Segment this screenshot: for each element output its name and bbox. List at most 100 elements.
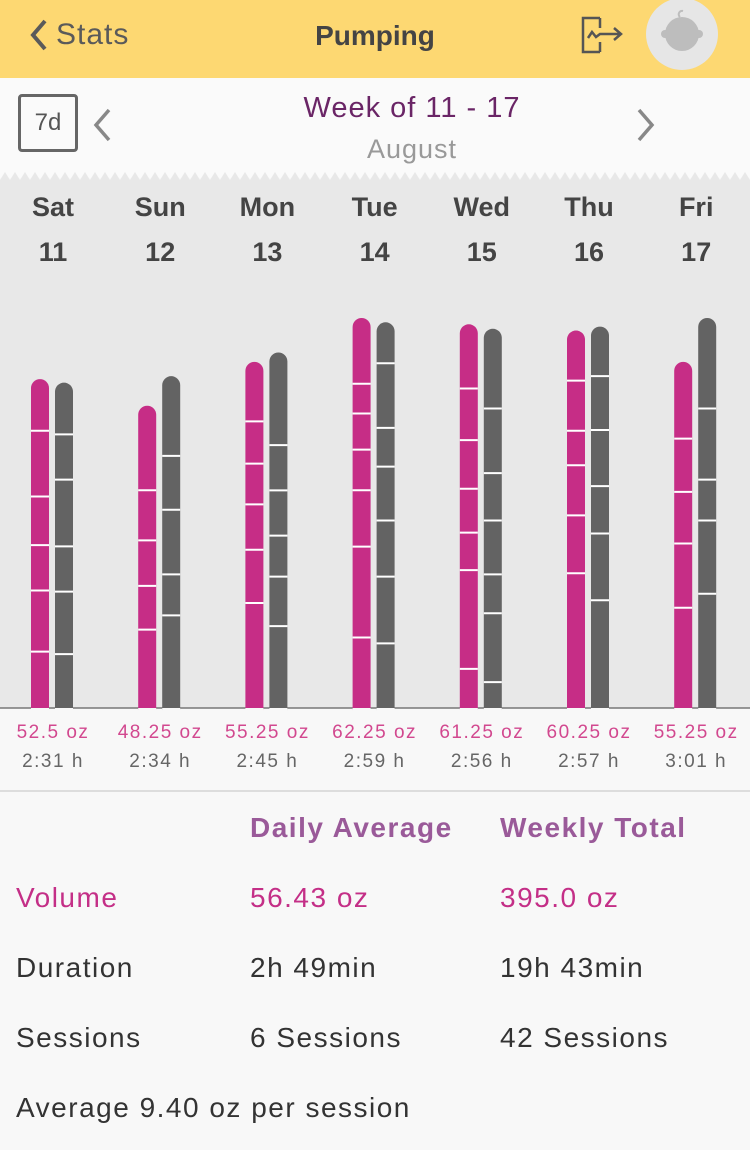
duration-weekly: 19h 43min (500, 952, 645, 983)
sessions-label: Sessions (16, 1022, 142, 1053)
volume-bar-fill (31, 379, 49, 717)
volume-value-label: 61.25 oz (439, 722, 524, 743)
volume-weekly: 395.0 oz (500, 882, 620, 913)
day-column-thu[interactable]: Thu 16 60.25 oz 2:57 h (547, 192, 632, 772)
summary-panel: Daily Average Weekly Total Volume 56.43 … (0, 790, 750, 1150)
mask (138, 708, 157, 720)
header-bar: Stats Pumping (0, 0, 750, 78)
day-name: Tue (352, 192, 398, 222)
month-label: August (366, 134, 458, 164)
volume-bar-fill (245, 361, 264, 717)
pumping-chart: Sat 11 52.5 oz 2:31 h Sun 12 48.25 oz 2:34 h Mon… (0, 172, 750, 790)
day-name: Wed (454, 192, 511, 222)
week-navigator: 7d Week of 11 - 17 August (0, 78, 750, 178)
volume-bar (352, 318, 371, 720)
duration-label: Duration (16, 952, 134, 983)
mask (459, 708, 478, 720)
back-label: Stats (56, 18, 130, 51)
mask (591, 708, 609, 720)
duration-bar (162, 376, 181, 720)
range-toggle-button[interactable]: 7d (18, 94, 78, 152)
mask (269, 708, 288, 720)
duration-bar-fill (591, 326, 609, 717)
duration-bar (591, 326, 609, 720)
duration-value-label: 2:56 h (451, 751, 513, 772)
volume-bar (138, 405, 157, 720)
chart-background (0, 172, 750, 708)
sessions-daily: 6 Sessions (250, 1022, 402, 1053)
average-per-session: Average 9.40 oz per session (16, 1092, 411, 1123)
day-date: 11 (39, 237, 68, 267)
day-name: Thu (564, 192, 613, 222)
mask (376, 708, 395, 720)
mask (674, 708, 693, 720)
duration-bar-fill (483, 328, 502, 717)
sessions-weekly: 42 Sessions (500, 1022, 670, 1053)
day-column-sat[interactable]: Sat 11 52.5 oz 2:31 h (17, 192, 90, 772)
mask (31, 708, 49, 720)
weekly-total-header: Weekly Total (500, 812, 687, 843)
volume-value-label: 55.25 oz (654, 722, 739, 743)
volume-bar-fill (674, 361, 693, 717)
week-title: Week of 11 - 17 (303, 92, 521, 124)
duration-value-label: 2:45 h (236, 751, 298, 772)
duration-value-label: 2:59 h (344, 751, 406, 772)
chevron-right-icon[interactable] (636, 108, 656, 142)
export-chart-icon[interactable] (580, 16, 626, 56)
daily-average-header: Daily Average (250, 812, 453, 843)
mask (55, 708, 73, 720)
volume-bar (31, 379, 49, 720)
volume-value-label: 52.5 oz (17, 722, 90, 743)
duration-value-label: 2:31 h (22, 751, 84, 772)
volume-value-label: 60.25 oz (547, 722, 632, 743)
duration-bar (269, 352, 288, 720)
chevron-left-icon (30, 19, 47, 51)
duration-bar-fill (162, 376, 181, 717)
day-date: 14 (360, 237, 390, 267)
chevron-left-icon[interactable] (92, 108, 112, 142)
volume-bar-fill (567, 330, 585, 717)
day-name: Sun (135, 192, 186, 222)
mask (245, 708, 264, 720)
duration-bar (698, 318, 717, 720)
duration-bar-fill (698, 318, 717, 717)
volume-bar-fill (352, 318, 371, 717)
volume-bar (567, 330, 585, 720)
duration-bar (376, 322, 395, 720)
day-date: 17 (681, 237, 711, 267)
duration-bar (483, 328, 502, 720)
day-date: 12 (145, 237, 175, 267)
baby-avatar-icon (661, 9, 703, 51)
mask (162, 708, 181, 720)
day-column-mon[interactable]: Mon 13 55.25 oz 2:45 h (225, 192, 310, 772)
day-column-wed[interactable]: Wed 15 61.25 oz 2:56 h (439, 192, 524, 772)
volume-bar (245, 361, 264, 720)
volume-value-label: 48.25 oz (118, 722, 203, 743)
duration-bar-fill (55, 382, 73, 717)
volume-bar (674, 361, 693, 720)
mask (567, 708, 585, 720)
day-date: 16 (574, 237, 604, 267)
duration-daily: 2h 49min (250, 952, 378, 983)
volume-value-label: 55.25 oz (225, 722, 310, 743)
volume-value-label: 62.25 oz (332, 722, 417, 743)
page-title: Pumping (315, 20, 435, 51)
day-name: Mon (240, 192, 295, 222)
day-column-sun[interactable]: Sun 12 48.25 oz 2:34 h (118, 192, 203, 772)
volume-bar-fill (459, 324, 478, 717)
day-name: Fri (679, 192, 714, 222)
day-date: 13 (252, 237, 282, 267)
baby-avatar-button[interactable] (646, 0, 718, 70)
day-date: 15 (467, 237, 497, 267)
volume-daily: 56.43 oz (250, 882, 370, 913)
back-button[interactable]: Stats (30, 18, 129, 52)
volume-label: Volume (16, 882, 119, 913)
day-column-tue[interactable]: Tue 14 62.25 oz 2:59 h (332, 192, 417, 772)
mask (352, 708, 371, 720)
mask (698, 708, 717, 720)
mask (483, 708, 502, 720)
duration-value-label: 2:34 h (129, 751, 191, 772)
day-column-fri[interactable]: Fri 17 55.25 oz 3:01 h (654, 192, 739, 772)
duration-value-label: 2:57 h (558, 751, 620, 772)
duration-value-label: 3:01 h (665, 751, 727, 772)
